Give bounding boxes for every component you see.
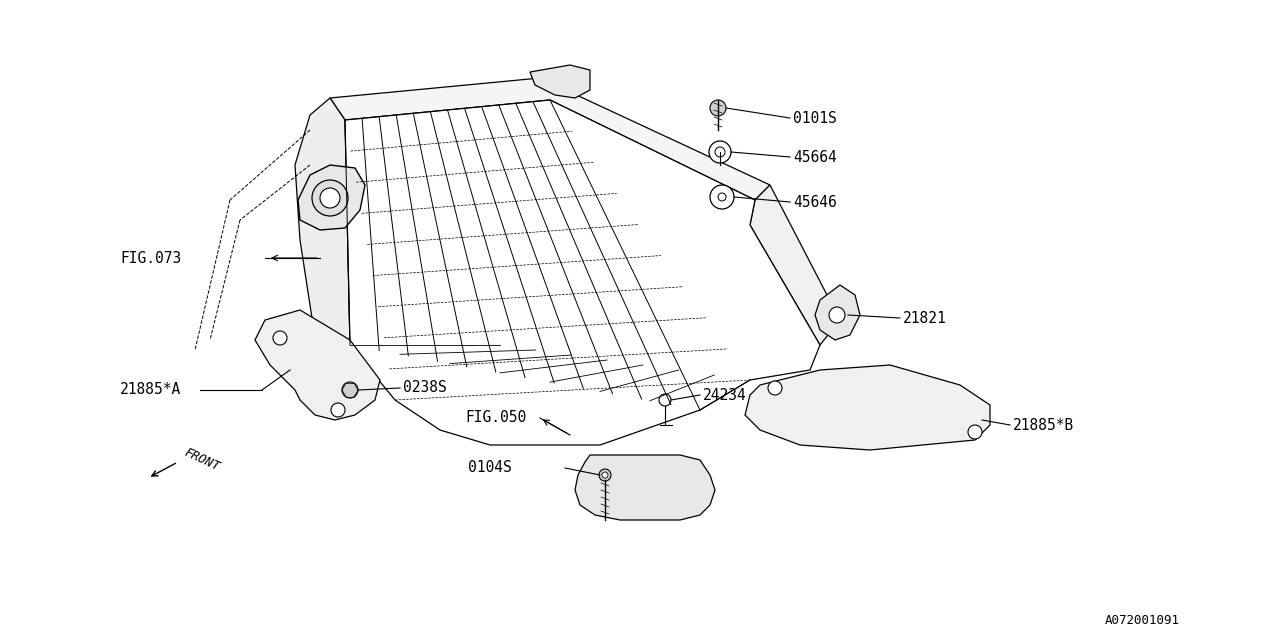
Text: 0104S: 0104S <box>468 461 512 476</box>
Circle shape <box>768 381 782 395</box>
Circle shape <box>659 394 671 406</box>
Polygon shape <box>575 455 716 520</box>
Polygon shape <box>745 365 989 450</box>
Text: 45646: 45646 <box>794 195 837 209</box>
Circle shape <box>312 180 348 216</box>
Text: FRONT: FRONT <box>182 446 221 474</box>
Text: A072001091: A072001091 <box>1105 614 1180 627</box>
Circle shape <box>273 331 287 345</box>
Circle shape <box>709 141 731 163</box>
Text: 24234: 24234 <box>703 387 746 403</box>
Polygon shape <box>815 285 860 340</box>
Text: FIG.050: FIG.050 <box>465 410 526 426</box>
Polygon shape <box>294 98 349 370</box>
Circle shape <box>710 185 733 209</box>
Polygon shape <box>530 65 590 98</box>
Circle shape <box>710 100 726 116</box>
Circle shape <box>968 425 982 439</box>
Text: 0101S: 0101S <box>794 111 837 125</box>
Text: 21885*B: 21885*B <box>1012 417 1074 433</box>
Circle shape <box>718 193 726 201</box>
Text: FIG.073: FIG.073 <box>120 250 182 266</box>
Polygon shape <box>346 100 820 445</box>
Circle shape <box>320 188 340 208</box>
Circle shape <box>602 472 608 478</box>
Circle shape <box>829 307 845 323</box>
Circle shape <box>342 382 358 398</box>
Polygon shape <box>750 185 840 345</box>
Circle shape <box>332 403 346 417</box>
Circle shape <box>599 469 611 481</box>
Polygon shape <box>330 78 771 200</box>
Polygon shape <box>255 310 380 420</box>
Text: 21821: 21821 <box>902 310 947 326</box>
Text: 21885*A: 21885*A <box>120 383 182 397</box>
Polygon shape <box>298 165 365 230</box>
Text: 0238S: 0238S <box>403 381 447 396</box>
Circle shape <box>716 147 724 157</box>
Text: 45664: 45664 <box>794 150 837 164</box>
